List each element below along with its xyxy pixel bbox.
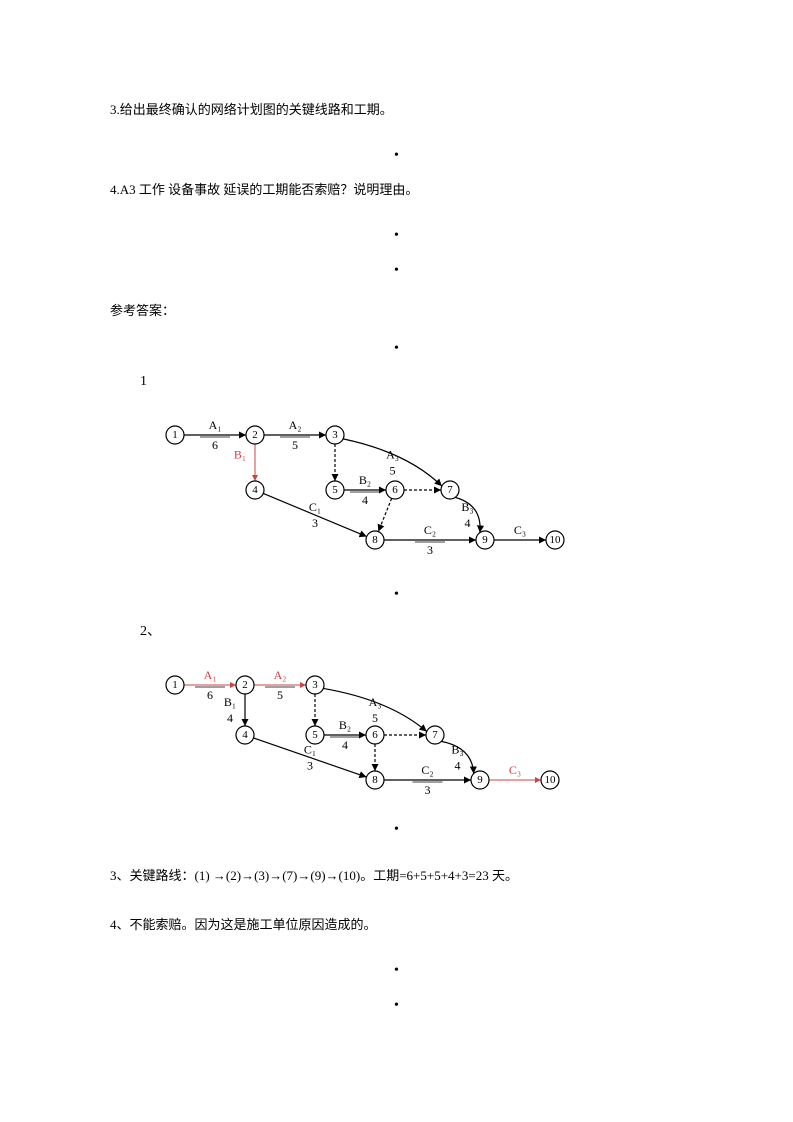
svg-text:B₁: B₁ — [234, 447, 246, 461]
svg-text:4: 4 — [242, 729, 248, 741]
svg-text:5: 5 — [312, 729, 318, 741]
svg-text:C₁: C₁ — [304, 742, 316, 756]
svg-text:3: 3 — [427, 543, 433, 557]
svg-text:4: 4 — [342, 738, 348, 752]
svg-text:5: 5 — [372, 711, 378, 725]
svg-text:6: 6 — [207, 688, 213, 702]
svg-text:10: 10 — [545, 774, 557, 786]
answer-4: 4、不能索赔。因为这是施工单位原因造成的。 — [110, 913, 683, 936]
svg-text:5: 5 — [277, 688, 283, 702]
dot: • — [110, 226, 683, 246]
svg-text:3: 3 — [312, 679, 318, 691]
svg-text:6: 6 — [392, 484, 398, 496]
svg-text:A₃: A₃ — [369, 695, 382, 709]
svg-text:3: 3 — [425, 783, 431, 797]
svg-text:1: 1 — [172, 429, 178, 441]
svg-text:9: 9 — [482, 534, 488, 546]
svg-text:C₂: C₂ — [421, 763, 433, 777]
svg-text:4: 4 — [227, 711, 233, 725]
svg-text:A₁: A₁ — [209, 418, 222, 432]
svg-text:4: 4 — [362, 493, 368, 507]
ref-answer-title: 参考答案： — [110, 300, 683, 319]
svg-text:8: 8 — [372, 774, 378, 786]
dot: • — [110, 339, 683, 359]
svg-text:B₃: B₃ — [451, 742, 463, 756]
diagram1-label: 1 — [140, 374, 683, 390]
answer-3: 3、关键路线：(1) →(2)→(3)→(7)→(9)→(10)。工期=6+5+… — [110, 864, 683, 887]
svg-text:3: 3 — [312, 516, 318, 530]
svg-text:A₃: A₃ — [386, 447, 399, 461]
svg-text:4: 4 — [252, 484, 258, 496]
svg-text:C₃: C₃ — [509, 763, 521, 777]
svg-text:7: 7 — [447, 484, 453, 496]
svg-text:10: 10 — [550, 534, 562, 546]
svg-text:C₁: C₁ — [309, 500, 321, 514]
svg-text:4: 4 — [465, 516, 471, 530]
dot: • — [110, 996, 683, 1016]
svg-text:3: 3 — [332, 429, 338, 441]
diagram2-label: 2、 — [140, 620, 683, 640]
svg-text:C₃: C₃ — [514, 523, 526, 537]
question-4: 4.A3 工作 设备事故 延误的工期能否索赔？说明理由。 — [110, 180, 683, 201]
svg-text:2: 2 — [252, 429, 258, 441]
dot: • — [110, 961, 683, 981]
svg-text:5: 5 — [332, 484, 338, 496]
svg-text:B₃: B₃ — [461, 500, 473, 514]
svg-text:6: 6 — [212, 438, 218, 452]
svg-text:1: 1 — [172, 679, 178, 691]
svg-text:B₂: B₂ — [339, 718, 351, 732]
svg-text:6: 6 — [372, 729, 378, 741]
svg-text:C₂: C₂ — [424, 523, 436, 537]
svg-text:A₂: A₂ — [274, 668, 287, 682]
dot: • — [110, 261, 683, 281]
network-diagram-2: A₁ 6 A₂ 5 A₃ 5 B₁ 4 B₂ 4 B₃ 4 C₁ 3 C₂ 3 C₃ 1 2 3 4 5 6 7 8 9 10 — [150, 645, 683, 805]
dot: • — [110, 585, 683, 605]
dot: • — [110, 820, 683, 840]
svg-text:B₂: B₂ — [359, 473, 371, 487]
svg-text:B₁: B₁ — [224, 695, 236, 709]
svg-text:7: 7 — [432, 729, 438, 741]
svg-text:A₂: A₂ — [289, 418, 302, 432]
question-3: 3.给出最终确认的网络计划图的关键线路和工期。 — [110, 100, 683, 121]
svg-text:8: 8 — [372, 534, 378, 546]
svg-text:5: 5 — [390, 463, 396, 477]
dot: • — [110, 146, 683, 166]
svg-text:4: 4 — [455, 758, 461, 772]
svg-text:A₁: A₁ — [204, 668, 217, 682]
svg-text:3: 3 — [307, 758, 313, 772]
svg-text:5: 5 — [292, 438, 298, 452]
svg-text:9: 9 — [477, 774, 483, 786]
svg-text:2: 2 — [242, 679, 248, 691]
network-diagram-1: A₁ 6 A₂ 5 A₃ 5 B₁ B₂ 4 B₃ 4 C₁ 3 C₂ 3 C₃ 1 2 3 4 5 6 7 8 9 10 — [150, 395, 683, 570]
